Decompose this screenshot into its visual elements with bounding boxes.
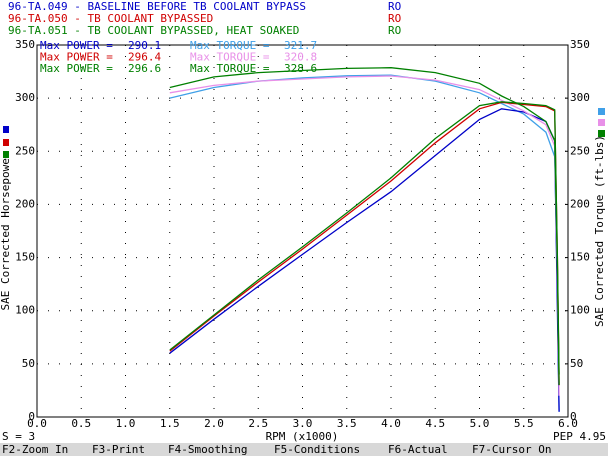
- max-power-label: Max POWER =: [40, 39, 113, 52]
- function-key[interactable]: F4-Smoothing: [168, 443, 247, 456]
- y-tick-label: 0: [28, 410, 35, 423]
- y2-tick-label: 250: [570, 144, 590, 157]
- max-power-label: Max POWER =: [40, 62, 113, 75]
- y-tick-label: 300: [15, 91, 35, 104]
- max-torque-value: 321.7: [284, 39, 317, 52]
- y-tick-label: 150: [15, 251, 35, 264]
- x-tick-label: 6.0: [558, 417, 578, 430]
- max-power-label: Max POWER =: [40, 51, 113, 64]
- y-tick-label: 250: [15, 144, 35, 157]
- y-tick-label: 50: [22, 357, 35, 370]
- max-power-value: 296.4: [128, 51, 161, 64]
- marker: [3, 151, 9, 158]
- y-tick-label: 200: [15, 197, 35, 210]
- max-power-value: 290.1: [128, 39, 161, 52]
- y2-axis-label: SAE Corrected Torque (ft-lbs): [593, 135, 606, 327]
- x-tick-label: 4.5: [425, 417, 445, 430]
- torque-line: [169, 75, 560, 396]
- x-axis-label: RPM (x1000): [266, 430, 339, 443]
- x-tick-label: 2.5: [248, 417, 268, 430]
- function-key[interactable]: F5-Conditions: [274, 443, 360, 456]
- x-tick-label: 0.5: [71, 417, 91, 430]
- y2-tick-label: 200: [570, 197, 590, 210]
- y2-tick-label: 100: [570, 304, 590, 317]
- y-tick-label: 100: [15, 304, 35, 317]
- marker: [3, 139, 9, 146]
- x-tick-label: 3.0: [293, 417, 313, 430]
- key-bar: [0, 443, 608, 456]
- status-right: PEP 4.95: [553, 430, 606, 443]
- x-tick-label: 5.5: [514, 417, 534, 430]
- marker: [598, 108, 605, 115]
- max-torque-value: 320.8: [284, 51, 317, 64]
- max-torque-label: Max TORQUE =: [190, 62, 270, 75]
- function-key[interactable]: F3-Print: [92, 443, 145, 456]
- y2-tick-label: 0: [570, 410, 577, 423]
- y-tick-label: 350: [15, 38, 35, 51]
- function-key[interactable]: F6-Actual: [388, 443, 448, 456]
- torque-line: [169, 67, 560, 386]
- y2-tick-label: 150: [570, 251, 590, 264]
- max-torque-value: 328.6: [284, 62, 317, 75]
- x-tick-label: 5.0: [470, 417, 490, 430]
- status-left: S = 3: [2, 430, 35, 443]
- run-tag: RO: [388, 12, 401, 25]
- y2-tick-label: 50: [570, 357, 583, 370]
- x-tick-label: 1.5: [160, 417, 180, 430]
- marker: [598, 130, 605, 137]
- x-tick-label: 0.0: [27, 417, 47, 430]
- max-torque-label: Max TORQUE =: [190, 39, 270, 52]
- function-key[interactable]: F2-Zoom In: [2, 443, 68, 456]
- max-power-value: 296.6: [128, 62, 161, 75]
- x-tick-label: 3.5: [337, 417, 357, 430]
- y-axis-label: SAE Corrected Horsepower: [0, 151, 12, 310]
- x-tick-label: 1.0: [116, 417, 136, 430]
- marker: [598, 119, 605, 126]
- x-tick-label: 2.0: [204, 417, 224, 430]
- run-name: 96-TA.050 - TB COOLANT BYPASSED: [8, 12, 213, 25]
- run-name: 96-TA.049 - BASELINE BEFORE TB COOLANT B…: [8, 0, 306, 13]
- y2-tick-label: 300: [570, 91, 590, 104]
- run-name: 96-TA.051 - TB COOLANT BYPASSED, HEAT SO…: [8, 24, 299, 37]
- marker: [3, 126, 9, 133]
- power-line: [169, 101, 560, 386]
- function-key[interactable]: F7-Cursor On: [472, 443, 551, 456]
- y2-tick-label: 350: [570, 38, 590, 51]
- max-torque-label: Max TORQUE =: [190, 51, 270, 64]
- x-tick-label: 4.0: [381, 417, 401, 430]
- power-line: [169, 101, 560, 375]
- run-tag: RO: [388, 0, 401, 13]
- run-tag: RO: [388, 24, 401, 37]
